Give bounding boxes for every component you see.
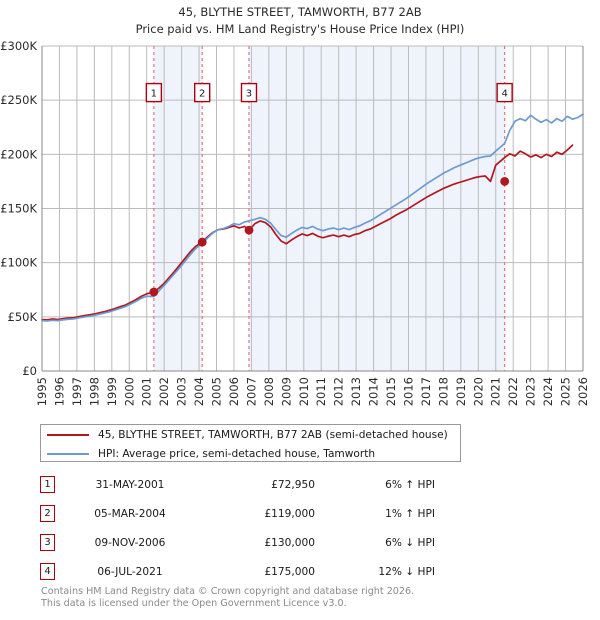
marker-badge[interactable] [194,82,211,103]
x-axis-tick-label: 2013 [349,377,363,406]
transaction-price: £130,000 [264,536,315,549]
transaction-hpi-delta: 1% ↑ HPI [385,507,435,520]
x-axis-tick-label: 2002 [157,377,171,406]
transaction-date: 05-MAR-2004 [94,507,166,520]
x-axis-tick-label: 1995 [35,377,49,406]
table-row: 4 06-JUL-2021 £175,000 12% ↓ HPI [40,557,470,586]
status-badge: 3 [40,534,55,551]
x-axis-tick-label: 2010 [297,377,311,406]
x-axis-tick-label: 2004 [192,377,206,406]
marker-badge-label: 1 [151,89,157,100]
x-axis-tick-label: 2003 [175,377,189,406]
transaction-hpi-delta: 12% ↓ HPI [378,565,435,578]
transactions-table: 1 31-MAY-2001 £72,950 6% ↑ HPI 2 05-MAR-… [40,470,470,586]
series-line-hpi [41,113,584,322]
transaction-date: 31-MAY-2001 [95,478,165,491]
page-title: 45, BLYTHE STREET, TAMWORTH, B77 2AB [178,5,422,19]
x-axis-tick-label: 2007 [244,377,258,406]
table-row: 2 05-MAR-2004 £119,000 1% ↑ HPI [40,499,470,528]
series-line-price-paid [41,144,574,321]
footer-line-2: This data is licensed under the Open Gov… [41,597,347,609]
x-axis-tick-label: 2009 [279,377,293,406]
marker-badge[interactable] [145,82,163,103]
y-axis-tick-label: £300K [0,39,37,53]
x-axis-tick-label: 2023 [524,377,538,406]
legend-swatch-price-paid [47,433,89,436]
transaction-point[interactable] [244,225,254,235]
x-axis-tick-label: 2011 [314,377,328,406]
x-axis-tick-label: 2026 [576,377,590,406]
marker-badge[interactable] [240,82,258,103]
status-badge: 1 [40,476,55,493]
status-badge: 4 [40,563,55,580]
x-axis-tick-label: 1997 [70,377,84,406]
marker-badge[interactable] [496,82,513,103]
y-axis-tick-label: £150K [0,202,37,216]
x-axis-tick-label: 1996 [52,377,66,406]
x-axis-tick-label: 2022 [506,377,520,406]
legend-swatch-hpi [47,452,89,455]
x-axis-tick-label: 2005 [210,377,224,406]
x-axis-tick-label: 2019 [454,377,468,406]
marker-badge-label: 2 [199,89,205,100]
status-badge: 2 [40,505,55,522]
chart-subtitle: Price paid vs. HM Land Registry's House … [135,22,465,36]
table-row: 3 09-NOV-2006 £130,000 6% ↓ HPI [40,528,470,557]
transaction-price: £72,950 [271,478,315,491]
y-axis-tick-label: £250K [0,93,37,107]
marker-badge-label: 4 [501,89,507,100]
x-axis-tick-label: 2000 [122,377,136,406]
x-axis-tick-label: 2016 [401,377,415,406]
x-axis-tick-label: 1998 [87,377,101,406]
legend-item-hpi: HPI: Average price, semi-detached house,… [41,444,460,463]
chart-legend: 45, BLYTHE STREET, TAMWORTH, B77 2AB (se… [40,424,461,462]
y-axis-tick-label: £200K [0,147,37,161]
transaction-point[interactable] [500,177,510,186]
price-history-chart: 1995 1996 1997 1998 1999 2000 2001 2002 2003 2004… [0,39,590,406]
legend-label-hpi: HPI: Average price, semi-detached house,… [98,447,376,460]
x-axis-tick-label: 2021 [489,377,503,406]
attribution-footer: Contains HM Land Registry data © Crown c… [41,586,561,609]
legend-item-price-paid: 45, BLYTHE STREET, TAMWORTH, B77 2AB (se… [41,425,460,444]
y-axis-tick-label: £50K [8,310,38,324]
x-axis-tick-label: 2014 [367,377,381,406]
y-axis-tick-label: £100K [0,256,37,270]
x-axis-tick-label: 2012 [332,377,346,406]
x-axis-tick-label: 2025 [559,377,573,406]
marker-badge-label: 3 [246,89,252,100]
transaction-date: 09-NOV-2006 [94,536,166,549]
transaction-hpi-delta: 6% ↑ HPI [385,478,435,491]
transaction-price: £175,000 [264,565,315,578]
x-axis-tick-label: 2024 [541,377,555,406]
x-axis-tick-label: 2008 [262,377,276,406]
table-row: 1 31-MAY-2001 £72,950 6% ↑ HPI [40,470,470,499]
y-axis-tick-label: £0 [22,364,37,378]
x-axis-tick-label: 1999 [105,377,119,406]
x-axis-tick-label: 2001 [140,377,154,406]
x-axis-tick-label: 2006 [227,377,241,406]
x-axis-tick-label: 2017 [419,377,433,406]
x-axis-tick-label: 2018 [436,377,450,406]
x-axis-tick-label: 2020 [471,377,485,406]
legend-label-price-paid: 45, BLYTHE STREET, TAMWORTH, B77 2AB (se… [98,428,448,441]
chart-title-block: 45, BLYTHE STREET, TAMWORTH, B77 2AB Pri… [0,4,600,38]
footer-line-1: Contains HM Land Registry data © Crown c… [41,586,415,597]
transaction-price: £119,000 [264,507,315,520]
x-axis-tick-label: 2015 [384,377,398,406]
transaction-point[interactable] [149,287,159,297]
transaction-hpi-delta: 6% ↓ HPI [385,536,435,549]
transaction-date: 06-JUL-2021 [97,565,163,578]
transaction-point[interactable] [197,237,207,247]
